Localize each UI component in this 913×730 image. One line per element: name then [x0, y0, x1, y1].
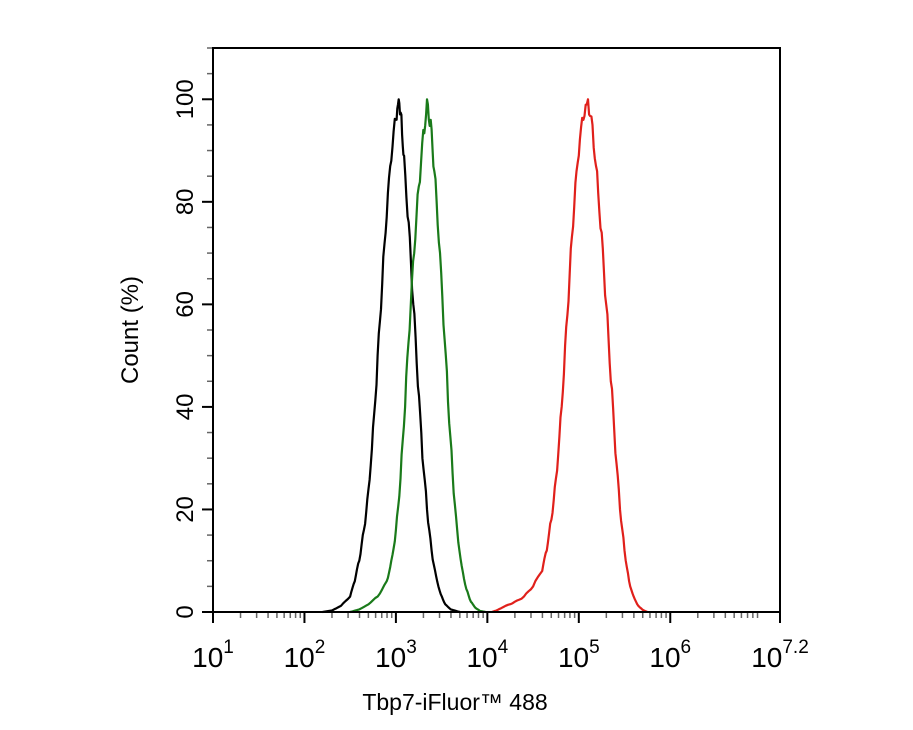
x-tick-label: 103: [375, 637, 417, 673]
major-ticks: [202, 98, 781, 623]
x-tick-base: 10: [192, 642, 223, 673]
x-tick-base: 10: [466, 642, 497, 673]
minor-ticks: [207, 47, 759, 618]
x-tick-exponent: 7.2: [782, 637, 808, 658]
x-tick-label: 107.2: [751, 637, 809, 673]
x-tick-exponent: 6: [681, 637, 692, 658]
y-tick-label: 40: [172, 394, 199, 421]
x-tick-label: 102: [284, 637, 326, 673]
x-tick-base: 10: [375, 642, 406, 673]
x-tick-base: 10: [558, 642, 589, 673]
y-tick-label: 0: [172, 605, 199, 618]
y-tick-label: 20: [172, 496, 199, 523]
y-tick-label: 100: [172, 79, 199, 119]
histogram-series-2: [349, 98, 486, 614]
series-layer: [322, 98, 648, 614]
x-tick-label: 106: [649, 637, 691, 673]
y-tick-label: 60: [172, 291, 199, 318]
x-tick-base: 10: [751, 642, 782, 673]
x-tick-exponent: 2: [315, 637, 326, 658]
y-tick-labels: 0 20 40 60 80 100: [172, 79, 199, 618]
plot-frame: [212, 47, 781, 613]
x-tick-exponent: 4: [498, 637, 509, 658]
x-tick-exponent: 1: [223, 637, 234, 658]
x-tick-base: 10: [649, 642, 680, 673]
x-tick-label: 101: [192, 637, 234, 673]
histogram-series-3: [491, 98, 648, 614]
histogram-series-1: [322, 98, 461, 614]
x-axis-title: Tbp7-iFluor™ 488: [362, 689, 547, 715]
y-axis-title: Count (%): [117, 276, 144, 384]
x-tick-exponent: 3: [406, 637, 417, 658]
x-tick-labels: 101 102 103 104 105 106 107.2: [192, 637, 809, 673]
y-tick-label: 80: [172, 188, 199, 215]
x-tick-exponent: 5: [589, 637, 600, 658]
x-tick-label: 105: [558, 637, 600, 673]
x-tick-label: 104: [466, 637, 508, 673]
x-tick-base: 10: [284, 642, 315, 673]
